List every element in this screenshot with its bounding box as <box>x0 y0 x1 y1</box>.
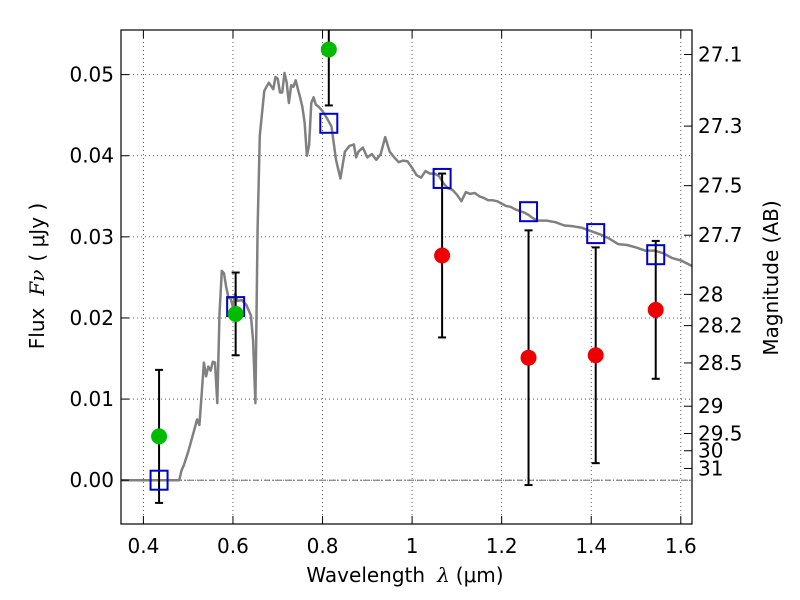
mag-tick-label: 29.5 <box>698 422 743 446</box>
x-axis-label-symbol: λ <box>436 563 450 587</box>
mag-tick-label: 29 <box>698 394 723 418</box>
observed-point <box>587 347 604 364</box>
y-tick-label: 0.01 <box>69 387 114 411</box>
y-axis-label-symbol: Fν <box>25 270 49 297</box>
x-tick-label: 0.6 <box>217 534 249 558</box>
x-axis-label: Wavelength λ (μm) <box>306 563 503 587</box>
spectrum-line <box>121 71 693 482</box>
observed-point <box>151 428 168 445</box>
x-axis-label-text: Wavelength <box>306 563 425 587</box>
mag-tick-label: 28 <box>698 282 723 306</box>
model-point <box>519 201 539 223</box>
x-tick-label: 1 <box>406 534 419 558</box>
model-point <box>149 469 169 491</box>
observed-point <box>647 301 664 318</box>
y-tick-label: 0.04 <box>69 144 114 168</box>
mag-tick-label: 31 <box>698 456 723 480</box>
x-tick-label: 1.2 <box>486 534 518 558</box>
x-tick-label: 0.4 <box>127 534 159 558</box>
observed-point <box>320 41 337 58</box>
model-photometry-layer <box>149 112 666 491</box>
spectrum-layer <box>121 71 693 482</box>
y-tick-label: 0.05 <box>69 63 114 87</box>
y-axis-label-unit: ( μJy ) <box>25 203 49 262</box>
mag-tick-label: 27.5 <box>698 174 743 198</box>
errorbar-layer <box>155 30 660 504</box>
y-tick-label: 0.02 <box>69 306 114 330</box>
mag-tick-label: 27.3 <box>698 114 743 138</box>
y-axis-label-text: Flux <box>25 307 49 349</box>
right-axis-label: Magnitude (AB) <box>759 200 783 355</box>
x-tick-label: 1.4 <box>575 534 607 558</box>
x-axis-label-unit: (μm) <box>456 563 504 587</box>
observed-photometry-layer <box>151 41 664 445</box>
y-tick-label: 0.03 <box>69 225 114 249</box>
y-axis-label: Flux Fν ( μJy ) <box>25 203 49 349</box>
model-point <box>319 112 339 134</box>
observed-point <box>227 305 244 322</box>
mag-tick-label: 28.2 <box>698 314 743 338</box>
model-point <box>646 244 666 266</box>
x-tick-label: 1.6 <box>665 534 697 558</box>
grid-lines <box>121 30 692 524</box>
plot-frame <box>120 29 693 525</box>
mag-tick-label: 27.7 <box>698 223 743 247</box>
axis-ticks <box>121 30 692 524</box>
x-tick-label: 0.8 <box>307 534 339 558</box>
mag-tick-label: 28.5 <box>698 351 743 375</box>
model-point <box>586 223 606 245</box>
mag-tick-label: 30 <box>698 439 723 463</box>
observed-point <box>520 349 537 366</box>
observed-point <box>434 247 451 264</box>
axis-tick-labels: 0.4 0.6 0.8 1 1.2 1.4 1.6 0.00 0.01 0.02 0.03 0.04 0… <box>69 42 742 558</box>
model-point <box>432 167 452 189</box>
y-tick-label: 0.00 <box>69 468 114 492</box>
mag-tick-label: 27.1 <box>698 42 743 66</box>
